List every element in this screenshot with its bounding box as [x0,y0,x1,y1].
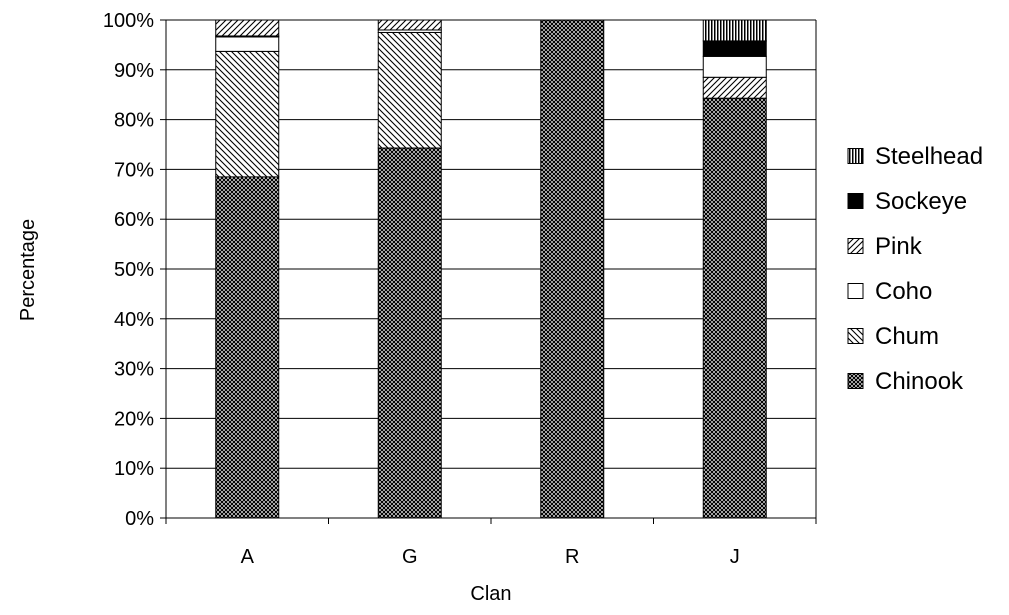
bar-segment-j-pink [702,76,767,99]
bar-segment-a-chum [215,50,280,178]
x-tick-label-j: J [730,546,740,568]
y-tick-label: 10% [114,458,154,480]
legend-item-chum: Chum [847,323,939,350]
bar-segment-j-sockeye [702,40,767,57]
bar-segment-j-coho [702,55,767,78]
legend-item-chinook: Chinook [847,368,964,395]
y-tick-labels: 0% 10% 20% 30% 40% 50% 60% 70% 80% 90% 100% [103,10,154,530]
y-tick-label: 30% [114,359,154,381]
legend-item-coho: Coho [847,278,932,305]
legend-label: Coho [875,278,932,305]
bar-segment-a-coho [215,36,280,52]
x-tick-label-a: A [241,546,255,568]
legend-item-sockeye: Sockeye [847,188,967,215]
legend-swatch [847,283,864,299]
legend-swatch [847,373,864,389]
bar-segment-j-steelhead [702,19,767,42]
legend-label: Chum [875,323,939,350]
axes [160,19,817,524]
y-tick-label: 40% [114,309,154,331]
y-tick-label: 50% [114,259,154,281]
y-axis-title: Percentage [17,219,39,321]
legend-label: Chinook [875,368,964,395]
legend-label: Sockeye [875,188,967,215]
legend-swatch [847,148,864,164]
legend: Steelhead Sockeye Pink Coho Chum Chinook [847,143,983,395]
x-tick-label-r: R [565,546,579,568]
bar-segment-g-pink [377,19,442,31]
y-tick-label: 20% [114,408,154,430]
legend-item-pink: Pink [847,233,923,260]
x-axis-title: Clan [470,583,511,605]
bar-segment-j-chinook [702,97,767,519]
bar-segment-r-chinook [540,19,605,519]
legend-swatch [847,193,864,209]
legend-label: Pink [875,233,923,260]
y-tick-label: 70% [114,159,154,181]
bar-segment-a-pink [215,19,280,37]
legend-swatch [847,328,864,344]
legend-label: Steelhead [875,143,983,170]
y-tick-label: 0% [125,508,154,530]
y-tick-label: 80% [114,110,154,132]
y-tick-label: 100% [103,10,154,32]
legend-item-steelhead: Steelhead [847,143,983,170]
x-tick-label-g: G [402,546,418,568]
y-tick-label: 90% [114,60,154,82]
bars [215,19,767,519]
bar-segment-g-chinook [377,147,442,519]
y-tick-label: 60% [114,209,154,231]
bar-segment-a-chinook [215,176,280,519]
legend-swatch [847,238,864,254]
bar-segment-g-chum [377,31,442,149]
